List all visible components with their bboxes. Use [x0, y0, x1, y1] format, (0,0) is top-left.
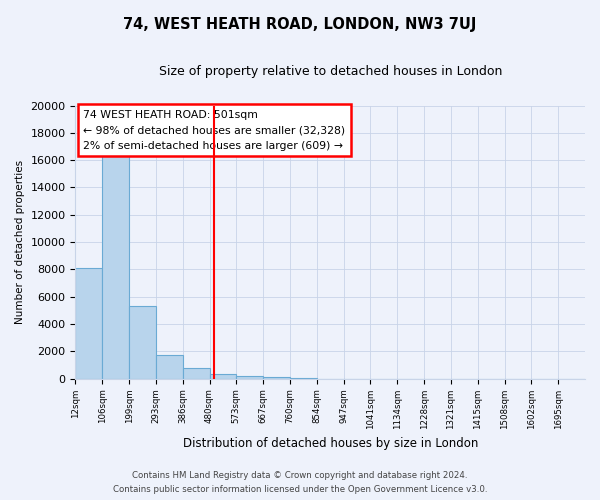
Bar — [102, 152, 129, 378]
Bar — [182, 368, 209, 378]
Text: 74, WEST HEATH ROAD, LONDON, NW3 7UJ: 74, WEST HEATH ROAD, LONDON, NW3 7UJ — [124, 18, 476, 32]
Bar — [129, 306, 156, 378]
Bar — [76, 268, 102, 378]
Title: Size of property relative to detached houses in London: Size of property relative to detached ho… — [158, 65, 502, 78]
Y-axis label: Number of detached properties: Number of detached properties — [15, 160, 25, 324]
Bar — [156, 354, 182, 378]
Text: 74 WEST HEATH ROAD: 501sqm
← 98% of detached houses are smaller (32,328)
2% of s: 74 WEST HEATH ROAD: 501sqm ← 98% of deta… — [83, 110, 345, 151]
Bar — [236, 376, 263, 378]
Text: Contains HM Land Registry data © Crown copyright and database right 2024.
Contai: Contains HM Land Registry data © Crown c… — [113, 472, 487, 494]
Bar — [263, 377, 290, 378]
Bar — [209, 374, 236, 378]
X-axis label: Distribution of detached houses by size in London: Distribution of detached houses by size … — [182, 437, 478, 450]
